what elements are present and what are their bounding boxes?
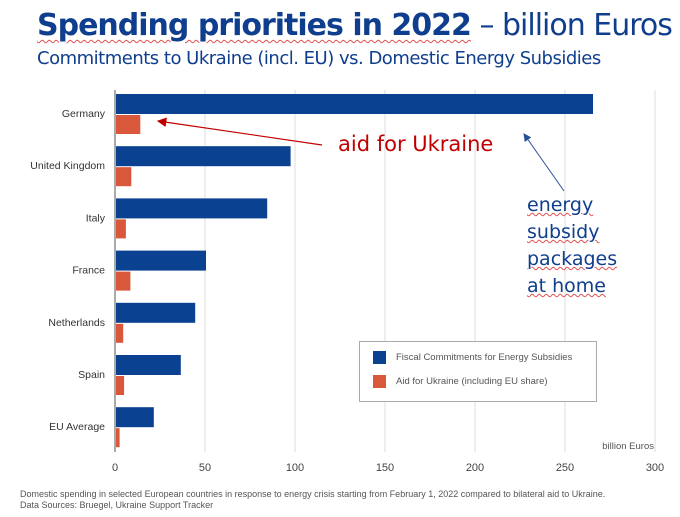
category-label: France — [72, 265, 105, 277]
page-title: Spending priorities in 2022 – billion Eu… — [37, 8, 673, 43]
legend-item-aid: Aid for Ukraine (including EU share) — [373, 375, 548, 388]
aid-annotation: aid for Ukraine — [338, 132, 494, 156]
x-tick-label: 50 — [199, 462, 211, 474]
category-label: Spain — [78, 369, 105, 381]
x-tick-label: 300 — [646, 462, 664, 474]
bar-aid-ukraine — [116, 428, 120, 448]
bar-aid-ukraine — [116, 115, 141, 134]
x-tick-label: 200 — [466, 462, 484, 474]
bar-energy-subsidies — [116, 355, 181, 375]
x-tick-label: 250 — [556, 462, 574, 474]
bar-aid-ukraine — [116, 323, 124, 343]
page-subtitle: Commitments to Ukraine (incl. EU) vs. Do… — [37, 48, 601, 69]
bar-energy-subsidies — [116, 198, 268, 219]
bar-energy-subsidies — [116, 146, 291, 167]
bar-aid-ukraine — [116, 271, 131, 291]
energy-annotation: energy subsidy packages at home — [527, 194, 618, 297]
category-label: Netherlands — [48, 317, 105, 329]
bar-energy-subsidies — [116, 250, 206, 271]
legend: Fiscal Commitments for Energy Subsidies … — [359, 341, 597, 402]
x-tick-label: 0 — [112, 462, 118, 474]
category-label: EU Average — [49, 421, 105, 433]
arrow-to-energy — [523, 133, 565, 192]
bar-energy-subsidies — [116, 407, 154, 428]
arrow-to-aid — [156, 117, 323, 146]
bar-aid-ukraine — [116, 219, 126, 239]
legend-item-energy: Fiscal Commitments for Energy Subsidies — [373, 351, 572, 364]
legend-swatch — [373, 351, 386, 364]
bar-energy-subsidies — [116, 94, 593, 114]
bar-aid-ukraine — [116, 167, 132, 187]
x-tick-label: 100 — [286, 462, 304, 474]
category-label: Germany — [62, 108, 106, 120]
category-label: United Kingdom — [30, 160, 105, 172]
x-axis-label: billion Euros — [602, 441, 654, 452]
footnote: Domestic spending in selected European c… — [20, 489, 606, 510]
bar-energy-subsidies — [116, 302, 196, 323]
x-tick-label: 150 — [376, 462, 394, 474]
legend-swatch — [373, 375, 386, 388]
bar-aid-ukraine — [116, 376, 125, 395]
category-label: Italy — [86, 212, 106, 224]
